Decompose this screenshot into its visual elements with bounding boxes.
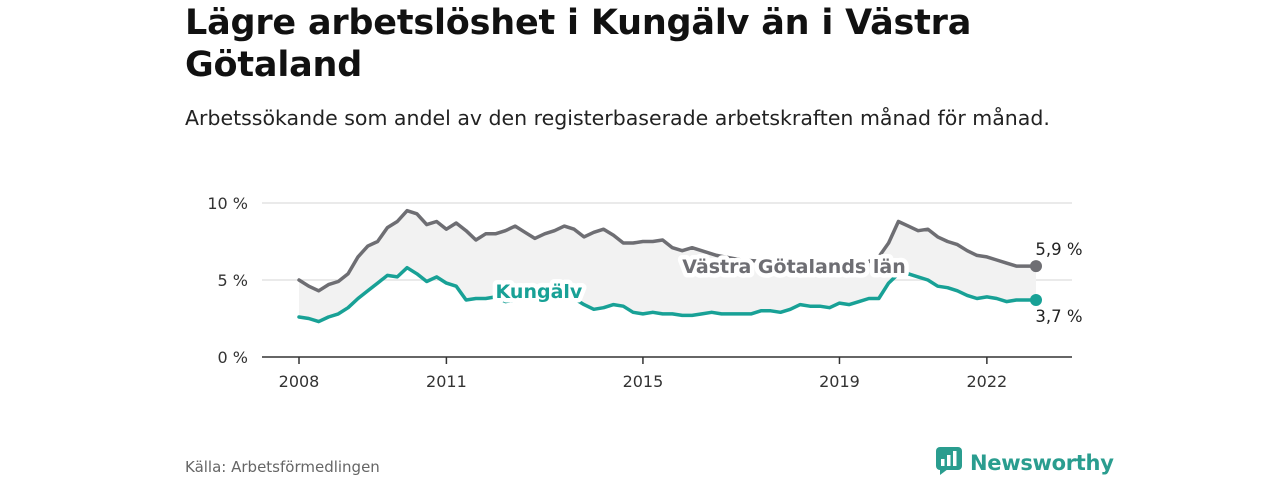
y-tick-label: 0 %: [218, 348, 248, 367]
series-label-kungalv-halo: Kungälv: [496, 281, 583, 303]
brand-name: Newsworthy: [970, 451, 1114, 475]
y-tick-label: 10 %: [207, 194, 248, 213]
series-label-kungalv: Kungälv: [496, 281, 583, 303]
series-end-markers: 5,9 % 3,7 %: [1030, 240, 1083, 326]
x-tick-label: 2019: [819, 372, 860, 391]
x-tick-label: 2008: [279, 372, 320, 391]
y-tick-labels: 0 % 5 % 10 %: [207, 194, 248, 367]
end-marker-kungalv: [1030, 294, 1042, 307]
y-tick-label: 5 %: [218, 271, 248, 290]
series-label-vastra-gotaland-halo: Västra Götalands län: [682, 256, 905, 278]
x-tick-label: 2022: [967, 372, 1008, 391]
series-lines: [297, 208, 1038, 324]
newsworthy-logo-icon: [936, 447, 962, 479]
line-chart: 0 % 5 % 10 % 2008 2011 2015 2019 2022 5,9 % 3,7…: [207, 194, 1083, 391]
chart-title: Lägre arbetslöshet i Kungälv än i Västra…: [185, 3, 972, 85]
series-label-vastra-gotaland: Västra Götalands län: [682, 256, 905, 278]
chart-subtitle: Arbetssökande som andel av den registerb…: [185, 106, 1050, 130]
x-tick-label: 2015: [623, 372, 664, 391]
x-axis: [262, 356, 1072, 364]
source-note: Källa: Arbetsförmedlingen: [185, 458, 380, 476]
end-marker-vastra-gotaland: [1030, 260, 1042, 273]
area-between-series: [299, 210, 1036, 322]
x-tick-labels: 2008 2011 2015 2019 2022: [279, 372, 1008, 391]
x-tick-label: 2011: [426, 372, 467, 391]
series-line-kungalv: [297, 265, 1038, 324]
brand-logo[interactable]: Newsworthy: [936, 447, 1114, 479]
end-value-label-kungalv: 3,7 %: [1035, 307, 1082, 326]
end-value-label-vastra-gotaland: 5,9 %: [1035, 240, 1082, 259]
series-line-vastra-gotaland: [297, 208, 1038, 293]
